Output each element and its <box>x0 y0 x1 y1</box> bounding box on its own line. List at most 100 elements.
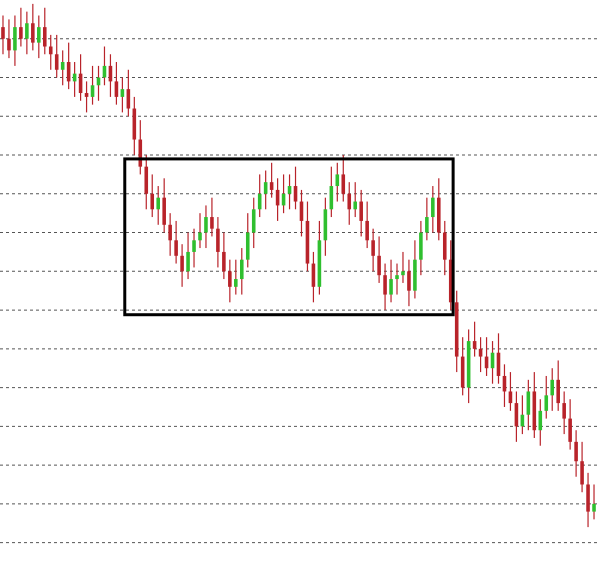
candle-body <box>574 441 578 462</box>
candle-body <box>496 352 501 376</box>
candle-body <box>538 410 543 431</box>
candle-body <box>263 182 268 194</box>
candle-body <box>90 85 95 97</box>
candle-body <box>419 232 423 260</box>
candle-body <box>269 182 274 190</box>
candle-body <box>407 271 411 291</box>
candle-body <box>204 217 208 233</box>
candle-body <box>13 27 17 51</box>
candle-body <box>66 62 71 82</box>
candle-body <box>210 217 214 229</box>
candle-body <box>192 240 196 252</box>
candle-body <box>275 189 280 206</box>
candle-body <box>299 201 304 221</box>
candle-body <box>281 193 286 206</box>
candle-body <box>114 81 119 97</box>
candle-body <box>514 403 519 427</box>
candle-body <box>198 232 202 241</box>
candle-body <box>257 193 262 210</box>
candle-body <box>126 89 131 109</box>
candle-body <box>550 379 555 396</box>
candle-body <box>180 255 184 272</box>
candle-body <box>42 27 47 47</box>
candle-body <box>532 391 537 431</box>
candle-body <box>490 352 495 369</box>
candle-body <box>484 356 489 369</box>
candle-body <box>78 73 83 94</box>
candle-body <box>329 186 334 210</box>
candle-body <box>431 197 435 218</box>
candle-body <box>335 174 340 187</box>
candle-body <box>347 193 352 210</box>
candle-body <box>568 418 572 442</box>
candle-body <box>186 251 190 272</box>
candle-body <box>37 27 41 43</box>
candle-body <box>120 89 125 97</box>
candle-body <box>317 240 322 287</box>
candle-body <box>138 139 143 167</box>
candle-body <box>72 73 77 82</box>
candle-body <box>7 38 11 51</box>
candle-body <box>132 108 137 140</box>
candle-body <box>31 23 35 43</box>
candle-body <box>478 348 483 357</box>
candle-body <box>156 197 160 210</box>
candle-body <box>454 302 459 357</box>
candle-body <box>359 201 363 221</box>
candle-body <box>425 217 429 233</box>
candle-body <box>377 255 381 276</box>
candle-body <box>437 197 441 233</box>
candle-body <box>592 503 596 512</box>
candle-body <box>395 275 399 280</box>
candle-body <box>401 271 405 276</box>
candle-body <box>251 209 256 233</box>
candle-body <box>222 251 226 272</box>
candle-body <box>60 62 65 70</box>
range-box <box>123 157 455 317</box>
candle-body <box>150 193 155 210</box>
candle-body <box>508 391 513 404</box>
candle-body <box>19 27 23 39</box>
candle-body <box>174 240 178 256</box>
candle-body <box>287 186 292 194</box>
candle-body <box>96 77 101 86</box>
candle-body <box>54 54 59 70</box>
candle-body <box>580 461 584 485</box>
candle-body <box>245 232 250 260</box>
candle-body <box>466 341 471 388</box>
candle-body <box>323 209 328 241</box>
candle-body <box>1 27 5 39</box>
candle-body <box>520 414 525 427</box>
candle-body <box>448 259 453 303</box>
candle-body <box>239 259 244 280</box>
candle-body <box>25 23 29 39</box>
candle-body <box>293 186 298 202</box>
candle-body <box>305 220 310 264</box>
candle-body <box>84 93 89 97</box>
candle-body <box>365 220 369 241</box>
candle-body <box>144 166 149 194</box>
candle-body <box>234 279 238 287</box>
candle-body <box>544 395 549 411</box>
candle-body <box>556 379 560 404</box>
candle-body <box>383 275 387 295</box>
candle-body <box>162 197 166 225</box>
candle-body <box>389 279 393 295</box>
candle-body <box>562 403 566 419</box>
candle-body <box>102 65 107 78</box>
candle-body <box>108 65 113 82</box>
candle-body <box>228 271 232 287</box>
candle-body <box>502 375 507 392</box>
candle-body <box>586 484 590 512</box>
candle-body <box>341 174 346 194</box>
candle-body <box>353 201 358 210</box>
candle-body <box>48 46 53 55</box>
candle-body <box>413 259 417 291</box>
candle-body <box>168 224 172 241</box>
candle-body <box>442 232 447 260</box>
candle-body <box>216 228 220 252</box>
candle-body <box>526 391 531 415</box>
candle-body <box>371 240 375 256</box>
